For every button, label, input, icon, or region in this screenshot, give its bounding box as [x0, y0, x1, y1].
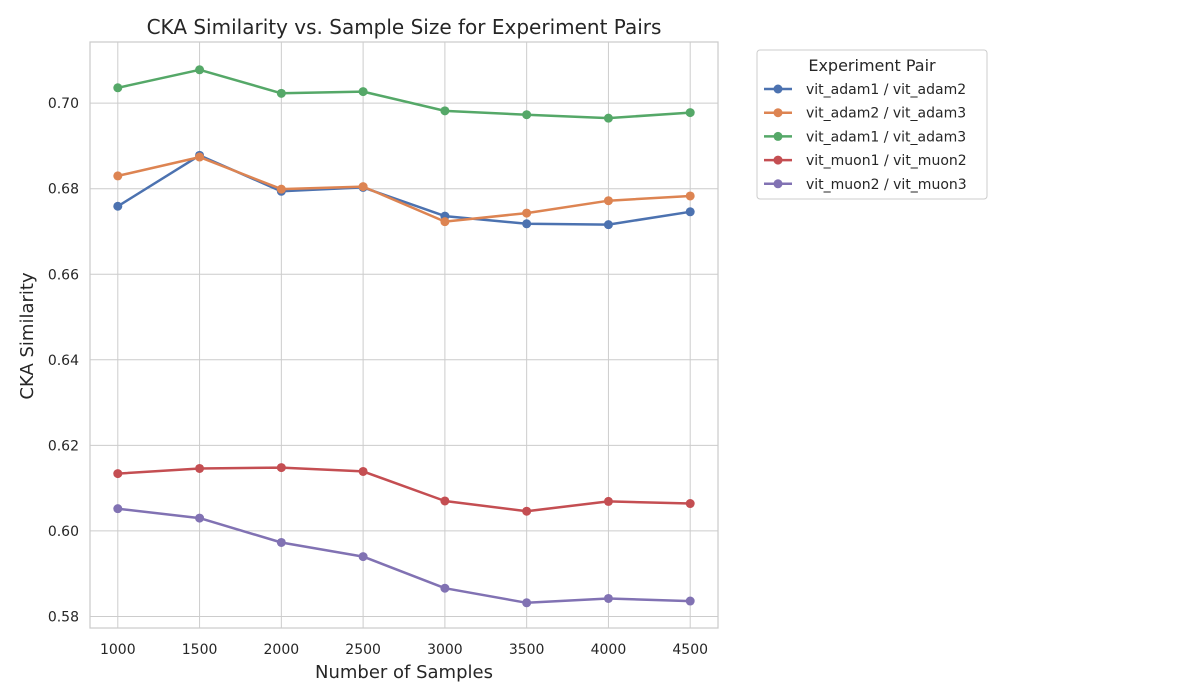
data-point — [603, 496, 613, 506]
data-point — [522, 110, 532, 120]
legend-marker — [773, 131, 783, 141]
y-tick-label: 0.66 — [48, 267, 79, 283]
x-tick-label: 4000 — [591, 642, 627, 658]
data-point — [440, 217, 450, 227]
y-tick-label: 0.64 — [48, 353, 79, 369]
legend-item: vit_muon1 / vit_muon2 — [764, 153, 967, 169]
legend-item: vit_muon2 / vit_muon3 — [764, 177, 967, 193]
data-point — [440, 583, 450, 593]
series-line — [117, 466, 691, 513]
legend-label: vit_adam1 / vit_adam2 — [806, 82, 966, 98]
data-point — [522, 208, 532, 218]
series-group — [113, 150, 695, 230]
data-point — [276, 537, 286, 547]
data-point — [113, 83, 123, 93]
x-tick-label: 1500 — [182, 642, 218, 658]
data-point — [685, 108, 695, 118]
legend-label: vit_muon1 / vit_muon2 — [806, 153, 967, 169]
chart-title: CKA Similarity vs. Sample Size for Exper… — [147, 15, 662, 39]
series-group — [113, 463, 695, 516]
series-group — [113, 152, 695, 227]
data-point — [358, 466, 368, 476]
y-tick-label: 0.58 — [48, 609, 79, 625]
legend-frame — [756, 49, 988, 200]
legend-title: Experiment Pair — [808, 56, 936, 75]
series-line — [117, 68, 691, 120]
data-point — [276, 88, 286, 98]
data-point — [603, 113, 613, 123]
plot-frame — [89, 41, 719, 629]
legend-label: vit_adam1 / vit_adam3 — [806, 129, 966, 145]
data-point — [113, 504, 123, 514]
data-point — [195, 463, 205, 473]
data-point — [276, 184, 286, 194]
data-point — [276, 463, 286, 473]
data-point — [440, 496, 450, 506]
series-line — [117, 154, 691, 226]
y-tick-label: 0.62 — [48, 438, 79, 454]
legend-marker — [773, 155, 783, 165]
legend-item: vit_adam1 / vit_adam2 — [764, 82, 966, 98]
data-point — [113, 171, 123, 181]
data-point — [603, 220, 613, 230]
x-tick-label: 2500 — [345, 642, 381, 658]
series-group — [113, 65, 695, 123]
x-tick-labels: 1000 1500 2000 2500 3000 3500 4000 4500 — [100, 642, 708, 658]
data-point — [113, 201, 123, 211]
legend-items: vit_adam1 / vit_adam2 vit_adam2 / vit_ada… — [764, 82, 967, 193]
legend-item: vit_adam1 / vit_adam3 — [764, 129, 966, 145]
legend-marker — [773, 179, 783, 189]
legend-marker — [773, 84, 783, 94]
data-point — [685, 596, 695, 606]
y-tick-label: 0.68 — [48, 182, 79, 198]
x-tick-label: 4500 — [672, 642, 708, 658]
series-group — [113, 504, 695, 608]
data-point — [358, 552, 368, 562]
legend: Experiment Pair vit_adam1 / vit_adam2vit… — [756, 49, 988, 200]
y-tick-labels: 0.58 0.60 0.62 0.64 0.66 0.68 0.70 — [48, 96, 79, 625]
y-tick-label: 0.60 — [48, 524, 79, 540]
data-point — [358, 87, 368, 97]
series-line — [117, 155, 691, 223]
data-point — [685, 499, 695, 509]
series-lines — [113, 65, 695, 608]
data-point — [195, 513, 205, 523]
data-point — [522, 506, 532, 516]
data-point — [603, 196, 613, 206]
legend-item: vit_adam2 / vit_adam3 — [764, 106, 966, 122]
data-point — [195, 65, 205, 75]
legend-label: vit_muon2 / vit_muon3 — [806, 177, 967, 193]
x-axis-label: Number of Samples — [315, 662, 493, 683]
data-point — [685, 207, 695, 217]
x-tick-label: 2000 — [264, 642, 300, 658]
grid-lines — [90, 42, 718, 628]
data-point — [358, 182, 368, 192]
x-tick-label: 1000 — [100, 642, 136, 658]
series-line — [117, 507, 691, 605]
data-point — [522, 598, 532, 608]
data-point — [195, 152, 205, 162]
legend-marker — [773, 108, 783, 118]
data-point — [440, 106, 450, 116]
y-tick-label: 0.70 — [48, 96, 79, 112]
x-tick-label: 3500 — [509, 642, 545, 658]
data-point — [603, 593, 613, 603]
y-axis-label: CKA Similarity — [17, 272, 38, 400]
data-point — [113, 469, 123, 479]
legend-label: vit_adam2 / vit_adam3 — [806, 106, 966, 122]
x-tick-label: 3000 — [427, 642, 463, 658]
data-point — [522, 219, 532, 229]
data-point — [685, 191, 695, 201]
